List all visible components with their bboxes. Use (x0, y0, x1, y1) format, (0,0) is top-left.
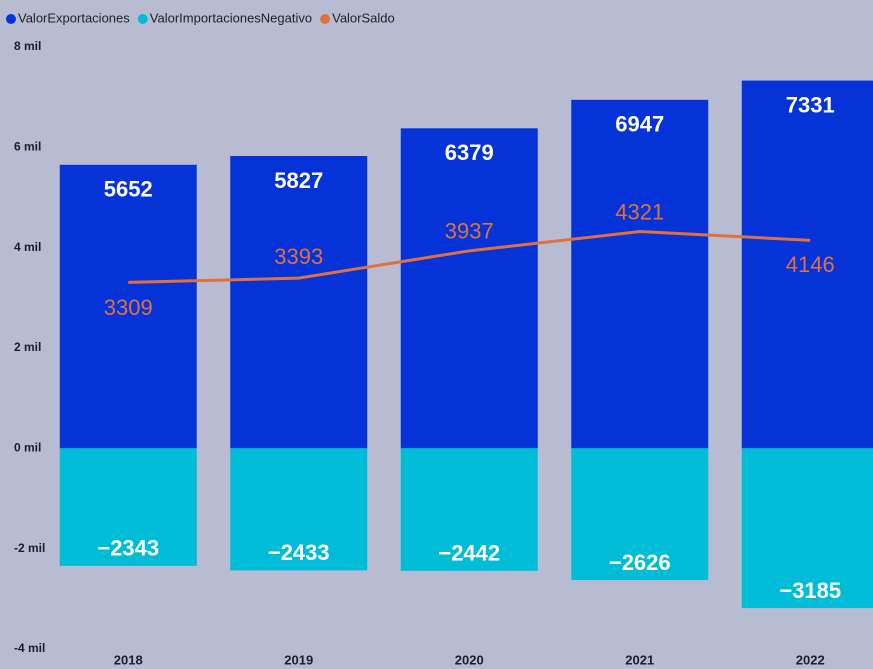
bar (400, 128, 538, 449)
bar (571, 99, 709, 449)
bar (741, 80, 873, 449)
legend-marker (6, 14, 16, 24)
bar (571, 448, 709, 581)
y-tick-label: 4 mil (14, 240, 41, 254)
data-label: −2626 (609, 550, 671, 575)
data-label: 7331 (786, 92, 835, 117)
line-label: 3393 (274, 244, 323, 269)
line (128, 230, 811, 284)
data-label: 5827 (274, 168, 323, 193)
y-tick-label: -4 mil (14, 641, 45, 655)
legend-marker (320, 14, 331, 24)
line-label: 3937 (445, 219, 494, 244)
bar (59, 448, 197, 566)
x-tick-label: 2021 (625, 652, 654, 667)
data-label: −2343 (97, 536, 159, 561)
data-label: 6379 (445, 140, 494, 165)
y-tick-label: 8 mil (14, 39, 41, 53)
bar (741, 448, 873, 609)
data-label: 5652 (104, 177, 153, 202)
bar (230, 448, 368, 571)
y-tick-label: 0 mil (14, 441, 41, 455)
x-tick-label: 2018 (114, 652, 143, 667)
legend-label: ValorImportacionesNegativo (150, 10, 312, 25)
data-label: 6947 (615, 112, 664, 137)
legend-marker (137, 14, 148, 24)
y-tick-label: -2 mil (14, 541, 45, 555)
y-tick-label: 6 mil (14, 140, 41, 154)
line-label: 4321 (615, 199, 664, 224)
bar (230, 156, 368, 449)
bar (400, 448, 538, 571)
legend-label: ValorSaldo (332, 10, 395, 25)
data-label: −3185 (779, 578, 841, 603)
x-tick-label: 2022 (796, 652, 825, 667)
line-label: 3309 (104, 295, 153, 320)
x-tick-label: 2019 (284, 652, 313, 667)
data-label: −2433 (268, 540, 330, 565)
x-tick-label: 2020 (455, 652, 484, 667)
line-label: 4146 (786, 252, 835, 277)
y-tick-label: 2 mil (14, 340, 41, 354)
bar (59, 164, 197, 449)
data-label: −2442 (438, 541, 500, 566)
legend-label: ValorExportaciones (18, 10, 130, 25)
